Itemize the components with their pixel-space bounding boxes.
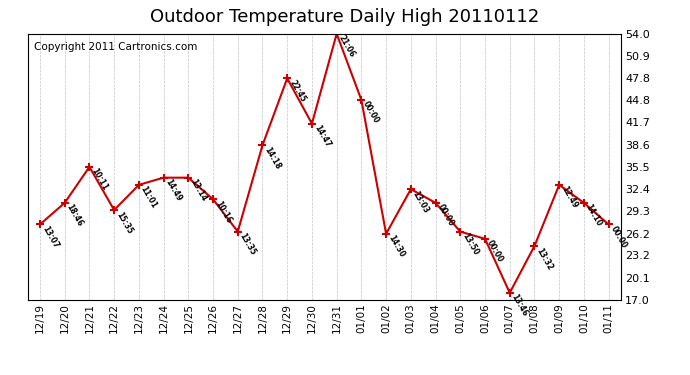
- Text: 00:00: 00:00: [435, 203, 455, 228]
- Text: 00:00: 00:00: [485, 239, 505, 264]
- Text: 14:49: 14:49: [164, 178, 184, 203]
- Text: Outdoor Temperature Daily High 20110112: Outdoor Temperature Daily High 20110112: [150, 8, 540, 26]
- Text: 21:06: 21:06: [337, 34, 357, 59]
- Text: 18:46: 18:46: [65, 203, 85, 228]
- Text: 13:46: 13:46: [510, 293, 530, 318]
- Text: 00:00: 00:00: [609, 225, 629, 250]
- Text: 00:00: 00:00: [362, 100, 382, 125]
- Text: Copyright 2011 Cartronics.com: Copyright 2011 Cartronics.com: [34, 42, 197, 52]
- Text: 14:30: 14:30: [386, 234, 406, 259]
- Text: 13:07: 13:07: [40, 225, 60, 250]
- Text: 12:49: 12:49: [559, 185, 579, 210]
- Text: 10:16: 10:16: [213, 199, 233, 225]
- Text: 13:35: 13:35: [238, 232, 257, 257]
- Text: 11:01: 11:01: [139, 185, 159, 210]
- Text: 13:03: 13:03: [411, 189, 431, 214]
- Text: 14:10: 14:10: [584, 203, 604, 228]
- Text: 13:50: 13:50: [460, 232, 480, 257]
- Text: 10:11: 10:11: [90, 167, 109, 192]
- Text: 14:18: 14:18: [262, 145, 282, 171]
- Text: 22:45: 22:45: [287, 78, 307, 104]
- Text: 15:35: 15:35: [114, 210, 134, 235]
- Text: 13:14: 13:14: [188, 178, 208, 203]
- Text: 13:32: 13:32: [535, 246, 554, 272]
- Text: 14:47: 14:47: [312, 124, 332, 149]
